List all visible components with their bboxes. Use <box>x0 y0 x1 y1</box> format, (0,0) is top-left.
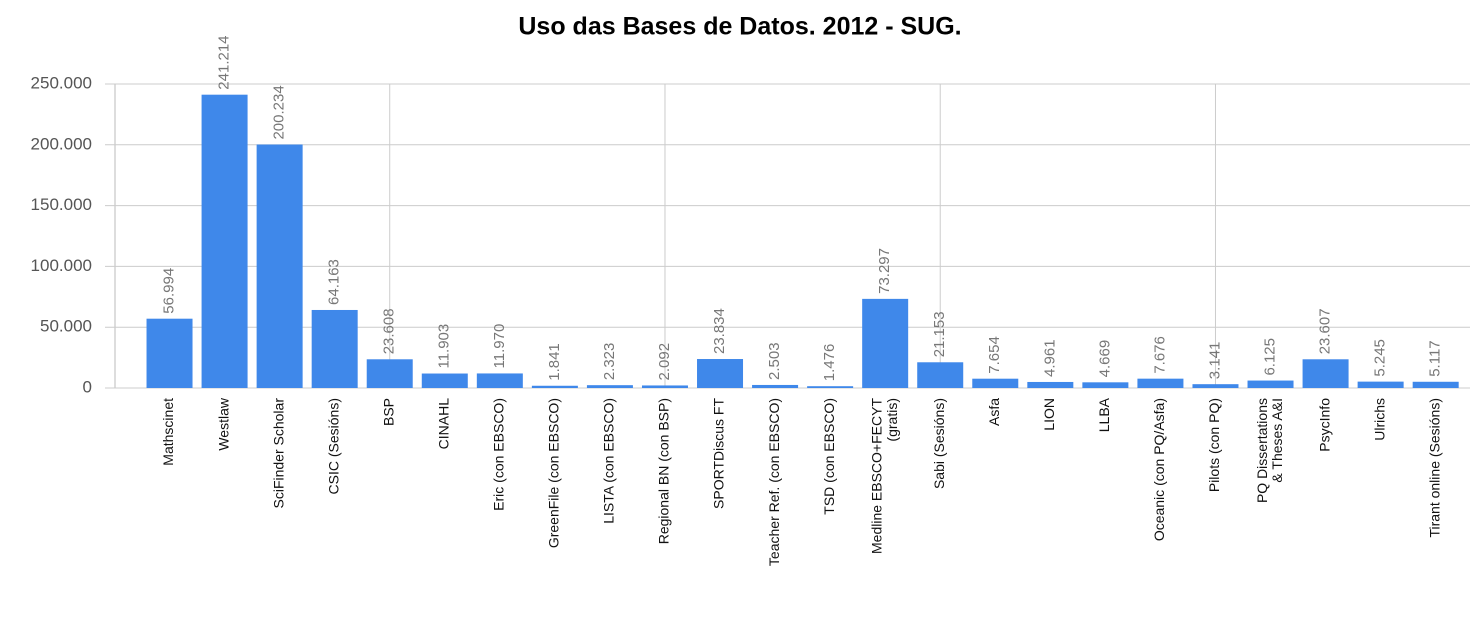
value-label: 7.676 <box>1151 336 1168 374</box>
bar <box>311 309 358 388</box>
value-label: 6.125 <box>1261 338 1278 376</box>
bar <box>641 385 688 388</box>
y-tick-label: 250.000 <box>31 73 92 92</box>
x-tick-label: Pilots (con PQ) <box>1206 398 1222 492</box>
x-tick-label: Tirant online (Sesións) <box>1426 398 1442 538</box>
bar <box>1357 381 1404 388</box>
bar <box>201 94 248 388</box>
value-label: 73.297 <box>876 248 893 294</box>
bar <box>862 298 909 388</box>
chart-title: Uso das Bases de Datos. 2012 - SUG. <box>518 13 961 41</box>
bar <box>476 373 523 388</box>
y-tick-label: 0 <box>83 377 92 396</box>
x-tick-label: Sabi (Sesións) <box>931 398 947 489</box>
x-tick-label: SciFinder Scholar <box>270 398 286 509</box>
x-tick-label: Regional BN (con BSP) <box>656 398 672 544</box>
x-tick-label: Teacher Ref. (con EBSCO) <box>766 398 782 566</box>
value-label: 23.608 <box>381 308 398 354</box>
bar <box>1247 380 1294 388</box>
bar <box>917 362 964 388</box>
value-label: 21.153 <box>931 311 948 357</box>
bar <box>146 318 193 388</box>
x-tick-label: LION <box>1041 398 1057 431</box>
bar <box>586 385 633 388</box>
x-tick-label: Oceanic (con PQ/Asfa) <box>1151 398 1167 541</box>
x-tick-label: Ulrichs <box>1371 398 1387 441</box>
x-tick-label: LISTA (con EBSCO) <box>601 398 617 524</box>
x-tick-label: PQ Dissertations& Theses A&I <box>1254 398 1285 503</box>
value-label: 1.841 <box>546 343 563 381</box>
bar <box>256 144 303 388</box>
value-label: 64.163 <box>326 259 343 305</box>
x-tick-label: PsycInfo <box>1316 398 1332 452</box>
bar <box>752 384 799 388</box>
y-tick-label: 100.000 <box>31 256 92 275</box>
bar <box>366 359 413 388</box>
value-label: 5.245 <box>1372 339 1389 377</box>
value-label: 2.323 <box>601 343 618 381</box>
x-tick-label: SPORTDiscus FT <box>711 398 727 509</box>
x-tick-label: CSIC (Sesións) <box>325 398 341 494</box>
x-tick-label: CINAHL <box>435 398 451 450</box>
value-label: 7.654 <box>986 336 1003 374</box>
value-label: 5.117 <box>1427 340 1444 376</box>
x-tick-label: GreenFile (con EBSCO) <box>546 398 562 548</box>
value-label: 23.834 <box>711 308 728 354</box>
bar <box>697 359 744 388</box>
bar <box>1302 359 1349 388</box>
value-label: 11.970 <box>491 324 508 369</box>
x-tick-label: BSP <box>380 398 396 426</box>
bar <box>807 386 854 388</box>
value-label: 23.607 <box>1317 308 1334 354</box>
bar <box>1027 381 1074 388</box>
bar <box>1082 382 1129 388</box>
y-tick-label: 50.000 <box>40 317 92 336</box>
x-tick-label: TSD (con EBSCO) <box>821 398 837 515</box>
x-tick-label: Mathscinet <box>160 398 176 466</box>
bar <box>1192 384 1239 388</box>
x-tick-label: LLBA <box>1096 397 1112 432</box>
value-label: 4.961 <box>1041 339 1058 377</box>
bar <box>1412 381 1459 388</box>
value-label: 56.994 <box>160 268 177 314</box>
value-label: 200.234 <box>271 85 288 139</box>
value-label: 241.214 <box>216 35 233 89</box>
x-tick-label: Eric (con EBSCO) <box>491 398 507 511</box>
value-label: 4.669 <box>1096 340 1113 378</box>
bar <box>972 378 1019 388</box>
y-tick-label: 150.000 <box>31 195 92 214</box>
value-label: 3.141 <box>1206 342 1223 380</box>
x-tick-label: Asfa <box>986 398 1002 426</box>
value-label: 1.476 <box>821 344 838 382</box>
value-label: 2.503 <box>766 342 783 380</box>
bar <box>531 385 578 388</box>
x-tick-label: Westlaw <box>215 397 231 451</box>
value-label: 11.903 <box>436 324 453 369</box>
x-tick-label: Medline EBSCO+FECYT(gratis) <box>868 398 899 554</box>
y-tick-label: 200.000 <box>31 134 92 153</box>
value-label: 2.092 <box>656 343 673 381</box>
bar <box>1137 378 1184 388</box>
bar <box>421 373 468 388</box>
